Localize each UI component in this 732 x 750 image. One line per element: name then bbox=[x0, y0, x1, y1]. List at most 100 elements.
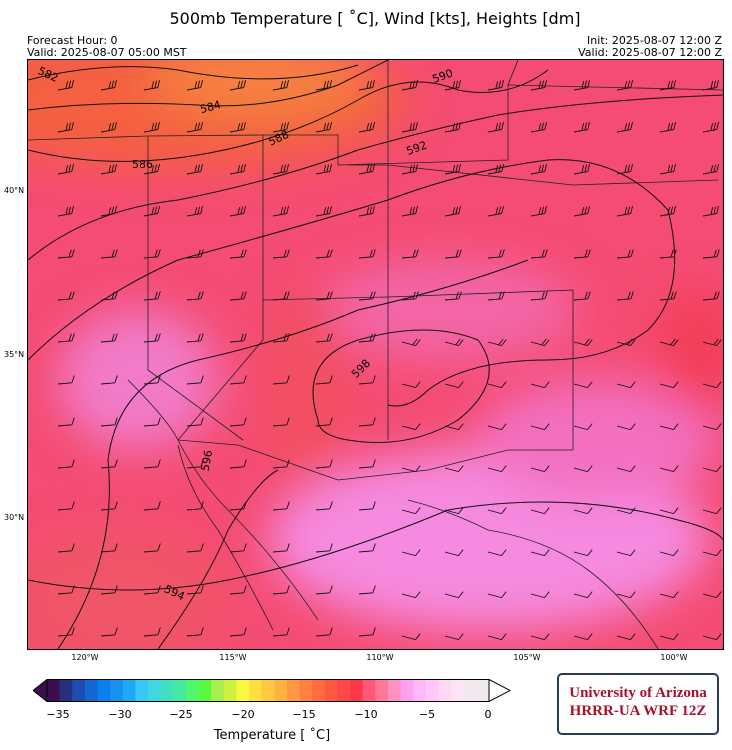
wind-barb bbox=[57, 80, 74, 91]
wind-barb bbox=[315, 164, 332, 175]
wind-barb bbox=[444, 206, 461, 217]
temperature-colorbar bbox=[33, 679, 511, 702]
wind-barb bbox=[401, 633, 421, 641]
wind-barb bbox=[702, 206, 719, 217]
wind-barb bbox=[659, 206, 676, 217]
wind-barb bbox=[143, 585, 161, 595]
wind-barb bbox=[229, 543, 247, 553]
wind-barb bbox=[358, 122, 375, 133]
wind-barb bbox=[659, 549, 679, 557]
wind-barb bbox=[401, 291, 419, 301]
wind-barb bbox=[272, 627, 290, 637]
colorbar-label: Temperature [ ˚C] bbox=[213, 728, 331, 743]
wind-barb bbox=[229, 249, 247, 259]
wind-barb bbox=[186, 375, 204, 385]
wind-barb bbox=[315, 291, 333, 301]
wind-barb bbox=[659, 338, 679, 347]
wind-barb bbox=[530, 291, 548, 301]
wind-barb bbox=[616, 381, 636, 389]
wind-barb bbox=[100, 375, 118, 385]
colorbar-bin bbox=[249, 679, 263, 702]
colorbar-bin bbox=[286, 679, 301, 702]
wind-barb bbox=[100, 206, 117, 217]
colorbar-tick: −10 bbox=[354, 708, 378, 721]
wind-barb bbox=[57, 417, 75, 427]
wind-barb bbox=[401, 164, 418, 175]
wind-barb bbox=[444, 633, 464, 641]
colorbar-tick: −15 bbox=[292, 708, 316, 721]
wind-barb bbox=[57, 459, 75, 469]
colorbar-bin bbox=[59, 679, 73, 702]
colorbar-bin bbox=[198, 679, 212, 702]
wind-barb bbox=[530, 423, 550, 431]
wind-barb bbox=[272, 543, 290, 553]
wind-barb bbox=[573, 549, 593, 557]
wind-barb bbox=[358, 333, 376, 343]
wind-barb bbox=[573, 338, 593, 347]
wind-barb bbox=[229, 501, 247, 511]
wind-barb bbox=[229, 80, 246, 91]
figure-title: 500mb Temperature [ ˚C], Wind [kts], Hei… bbox=[169, 9, 581, 28]
wind-barb bbox=[401, 122, 418, 133]
wind-barb bbox=[573, 164, 590, 175]
wind-barb bbox=[143, 164, 160, 175]
wind-barb bbox=[702, 549, 722, 557]
wind-barb bbox=[659, 465, 679, 473]
lon-label-110w: 110°W bbox=[366, 653, 394, 662]
wind-barb bbox=[57, 164, 74, 175]
wind-barb bbox=[573, 591, 593, 599]
wind-barb bbox=[186, 585, 204, 595]
colorbar-bin bbox=[236, 679, 250, 702]
wind-barb bbox=[272, 80, 289, 91]
wind-barb bbox=[487, 423, 507, 431]
wind-barb bbox=[444, 591, 464, 599]
wind-barb bbox=[100, 249, 118, 259]
wind-barb bbox=[272, 501, 290, 511]
wind-barb bbox=[143, 375, 161, 385]
colorbar-tick: −25 bbox=[169, 708, 193, 721]
wind-barb bbox=[57, 122, 74, 133]
university-logo: University of Arizona HRRR-UA WRF 12Z bbox=[557, 673, 719, 735]
wind-barb bbox=[702, 633, 722, 641]
wind-barb bbox=[100, 164, 117, 175]
wind-barb bbox=[229, 627, 247, 637]
wind-barb bbox=[444, 465, 464, 473]
wind-barb bbox=[616, 549, 636, 557]
wind-barb bbox=[659, 249, 677, 259]
wind-barb bbox=[186, 459, 204, 469]
wind-barb bbox=[444, 80, 461, 91]
lon-label-100w: 100°W bbox=[660, 653, 688, 662]
wind-barb bbox=[315, 249, 333, 259]
wind-barb bbox=[487, 206, 504, 217]
colorbar-max-extend bbox=[488, 679, 511, 702]
wind-barb bbox=[573, 423, 593, 431]
valid-utc-time: Valid: 2025-08-07 12:00 Z bbox=[578, 46, 722, 59]
wind-barb bbox=[444, 423, 464, 431]
wind-barb bbox=[530, 206, 547, 217]
wind-barb bbox=[315, 501, 333, 511]
wind-barb bbox=[358, 80, 375, 91]
colorbar-bin bbox=[324, 679, 338, 702]
wind-barb bbox=[229, 122, 246, 133]
colorbar-tick: −5 bbox=[418, 708, 436, 721]
wind-barb bbox=[487, 633, 507, 641]
wind-barb bbox=[530, 591, 550, 599]
colorbar-bin bbox=[387, 679, 402, 702]
wind-barb bbox=[229, 459, 247, 469]
temperature-map: 582 584 586 588 590 592 594 596 598 bbox=[27, 59, 724, 650]
wind-barb bbox=[229, 291, 247, 301]
contour-label: 584 bbox=[199, 98, 223, 116]
wind-barb bbox=[315, 459, 333, 469]
wind-barb bbox=[401, 338, 421, 347]
wind-barb bbox=[143, 80, 160, 91]
colorbar-bin bbox=[97, 679, 111, 702]
wind-barb bbox=[616, 122, 633, 133]
wind-barb bbox=[659, 507, 679, 515]
wind-barb bbox=[487, 338, 507, 347]
colorbar-bin bbox=[148, 679, 162, 702]
wind-barb bbox=[143, 333, 161, 343]
wind-barb bbox=[530, 507, 550, 515]
wind-barb bbox=[616, 423, 636, 431]
colorbar-bin bbox=[451, 679, 465, 702]
wind-barb bbox=[57, 627, 75, 637]
